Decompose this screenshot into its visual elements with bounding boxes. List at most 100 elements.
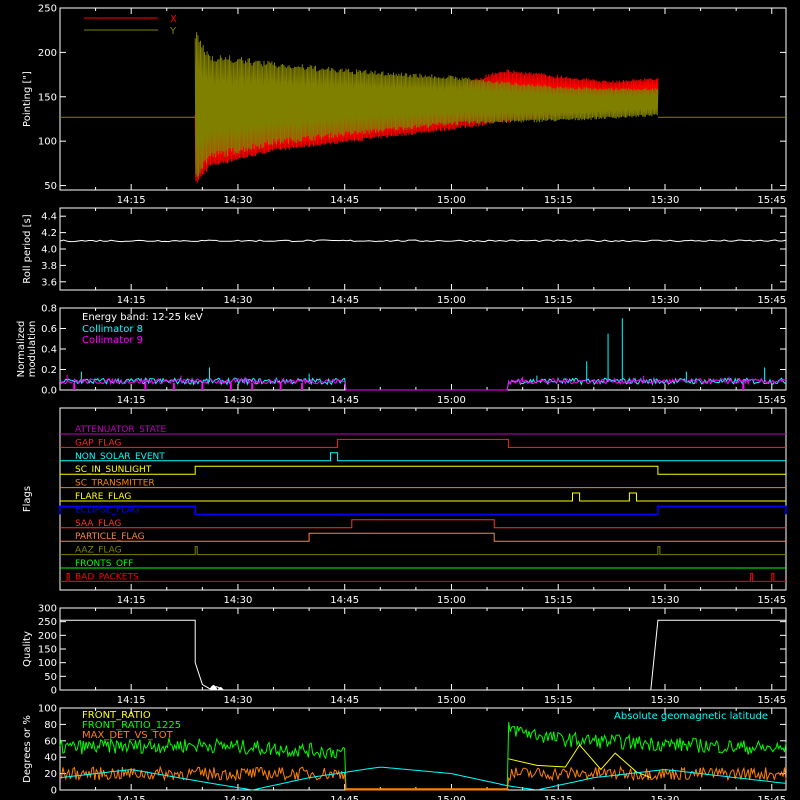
- modulation-x-tick-label: 14:15: [117, 395, 146, 406]
- quality-x-tick-label: 15:30: [651, 695, 680, 706]
- flag-line-aaz-flag: [60, 546, 786, 556]
- flag-label-aaz-flag: AAZ_FLAG: [75, 546, 122, 556]
- modulation-y-tick-label: 0.6: [41, 324, 57, 335]
- flag-line-saa-flag: [60, 519, 786, 529]
- quality-panel: 14:15 14:30 14:45 15:00 15:15 15:30 15:45 0 50 10…: [22, 604, 787, 706]
- front-y-label: Degrees or %: [22, 715, 33, 783]
- modulation-x-tick-label: 15:15: [544, 395, 573, 406]
- roll-x-tick-label: 15:00: [437, 295, 466, 306]
- quality-y-tick-label: 0: [51, 686, 57, 697]
- pointing-x-tick-label: 15:00: [437, 195, 466, 206]
- front-y-tick-label: 80: [44, 720, 57, 731]
- roll-y-tick-label: 3.8: [41, 261, 57, 272]
- pointing-y-tick-label: 200: [38, 48, 57, 59]
- front-y-tick-label: 100: [38, 704, 57, 715]
- flag-label-sc-transmitter: SC_TRANSMITTER: [75, 479, 155, 489]
- max-det-vs-tot-line: [59, 765, 787, 791]
- front-x-tick-label: 15:00: [437, 795, 466, 800]
- front-y-tick-label: 60: [44, 736, 57, 747]
- front-y-tick-label: 0: [51, 786, 57, 797]
- flag-label-sc-in-sunlight: SC_IN_SUNLIGHT: [75, 465, 152, 475]
- pointing-y-tick-label: 50: [44, 181, 57, 192]
- modulation-x-tick-label: 15:00: [437, 395, 466, 406]
- legend-label-max-det-vs-tot: MAX_DET_VS_TOT: [82, 730, 174, 741]
- front-y-tick-label: 20: [44, 769, 57, 780]
- quality-y-tick-label: 300: [38, 604, 57, 615]
- pointing-x-tick-label: 15:45: [757, 195, 786, 206]
- flags-x-tick-label: 14:30: [224, 595, 253, 606]
- front-x-tick-label: 15:30: [651, 795, 680, 800]
- energy-band-annotation: Energy band: 12-25 keV: [82, 312, 203, 323]
- quality-y-tick-label: 250: [38, 617, 57, 628]
- flag-label-attenuator-state: ATTENUATOR_STATE: [75, 425, 167, 435]
- quality-x-tick-label: 14:45: [330, 695, 359, 706]
- modulation-x-tick-label: 14:45: [330, 395, 359, 406]
- roll-x-tick-label: 14:30: [224, 295, 253, 306]
- quality-y-tick-label: 200: [38, 631, 57, 642]
- front-panel: 14:15 14:30 14:45 15:00 15:15 15:30 15:45 0 20 40…: [22, 704, 787, 800]
- legend-label-front-ratio-1225: FRONT_RATIO_1225: [82, 720, 181, 731]
- front-x-tick-label: 15:45: [757, 795, 786, 800]
- pointing-x-tick-label: 14:15: [117, 195, 146, 206]
- modulation-y-tick-label: 0.0: [41, 386, 57, 397]
- flag-line-eclipse-flag: [59, 505, 787, 516]
- modulation-y-label: Normalized: [16, 321, 27, 378]
- front-x-tick-label: 14:30: [224, 795, 253, 800]
- quality-blob: [209, 685, 224, 690]
- modulation-y-label-line2: modulation: [27, 321, 38, 378]
- panels-layer: 14:15 14:30 14:45 15:00 15:15 15:30 15:45 50 100…: [16, 4, 787, 800]
- pointing-frame: [59, 7, 787, 191]
- legend-label-collimator-8: Collimator 8: [82, 324, 143, 335]
- quality-y-tick-label: 50: [44, 672, 57, 683]
- roll-x-tick-label: 15:15: [544, 295, 573, 306]
- quality-x-tick-label: 14:15: [117, 695, 146, 706]
- flag-line-gap-flag: [60, 438, 786, 448]
- geomagnetic-latitude-line: [59, 766, 787, 791]
- modulation-x-tick-label: 14:30: [224, 395, 253, 406]
- flag-label-eclipse-flag: ECLIPSE_FLAG: [75, 505, 139, 515]
- roll-x-tick-label: 14:45: [330, 295, 359, 306]
- roll-panel: 14:15 14:30 14:45 15:00 15:15 15:30 15:45 3.6 3.…: [22, 207, 787, 306]
- legend-label-y: Y: [169, 26, 177, 37]
- pointing-y-tick-label: 150: [38, 92, 57, 103]
- flag-label-non-solar-event: NON_SOLAR_EVENT: [75, 452, 165, 462]
- modulation-y-tick-label: 0.4: [41, 345, 57, 356]
- flags-x-tick-label: 14:15: [117, 595, 146, 606]
- pointing-panel: 14:15 14:30 14:45 15:00 15:15 15:30 15:45 50 100…: [22, 4, 787, 206]
- flags-x-tick-label: 15:45: [757, 595, 786, 606]
- flag-label-fronts-off: FRONTS_OFF: [75, 559, 133, 569]
- legend-label-x: X: [170, 14, 177, 25]
- flag-line-bad-packets: [60, 572, 786, 582]
- flags-x-tick-label: 15:00: [437, 595, 466, 606]
- front-x-tick-label: 14:45: [330, 795, 359, 800]
- roll-x-tick-label: 15:30: [651, 295, 680, 306]
- pointing-x-tick-label: 14:30: [224, 195, 253, 206]
- flag-label-saa-flag: SAA_FLAG: [75, 519, 121, 529]
- pointing-y-tick-label: 100: [38, 137, 57, 148]
- quality-x-tick-label: 15:15: [544, 695, 573, 706]
- flags-frame: [59, 407, 787, 591]
- roll-y-label: Roll period [s]: [22, 214, 33, 283]
- flag-label-gap-flag: GAP_FLAG: [75, 438, 121, 448]
- quality-x-tick-label: 15:45: [757, 695, 786, 706]
- modulation-y-tick-label: 0.2: [41, 365, 57, 376]
- pointing-x-tick-label: 15:15: [544, 195, 573, 206]
- flag-label-particle-flag: PARTICLE_FLAG: [75, 532, 145, 542]
- modulation-panel: 14:15 14:30 14:45 15:00 15:15 15:30 15:45 0.0 0.…: [16, 304, 787, 406]
- roll-x-tick-label: 15:45: [757, 295, 786, 306]
- roll-period-line: [59, 239, 787, 243]
- modulation-x-tick-label: 15:30: [651, 395, 680, 406]
- pointing-y-tick-label: 250: [38, 4, 57, 15]
- legend-label-front-ratio: FRONT_RATIO: [82, 710, 151, 721]
- front-x-tick-label: 15:15: [544, 795, 573, 800]
- front-ratio-line: [508, 744, 651, 779]
- legend-label-collimator-9: Collimator 9: [82, 335, 143, 346]
- roll-y-tick-label: 4.2: [41, 228, 57, 239]
- flag-line-particle-flag: [60, 532, 786, 542]
- pointing-x-tick-label: 14:45: [330, 195, 359, 206]
- pointing-x-tick-label: 15:30: [651, 195, 680, 206]
- roll-y-tick-label: 3.6: [41, 277, 57, 288]
- flag-line-sc-in-sunlight: [60, 465, 786, 475]
- roll-y-tick-label: 4.4: [41, 212, 57, 223]
